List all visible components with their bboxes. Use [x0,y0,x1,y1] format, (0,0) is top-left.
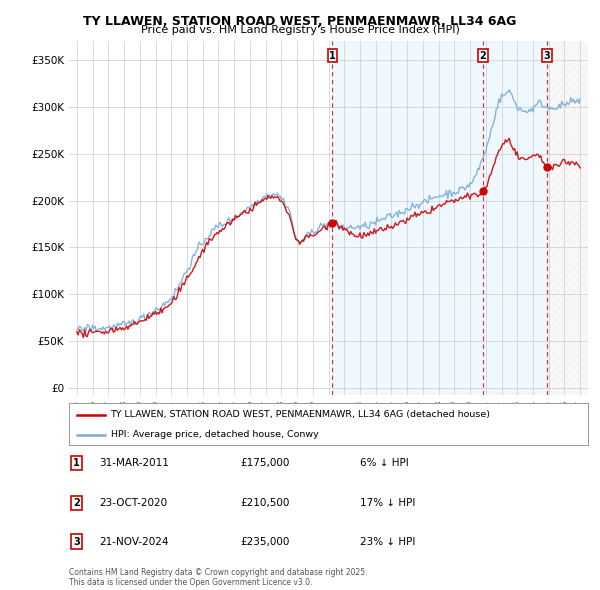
Text: 1: 1 [329,51,336,61]
Text: 6% ↓ HPI: 6% ↓ HPI [360,458,409,468]
Text: £175,000: £175,000 [240,458,289,468]
Text: £235,000: £235,000 [240,537,289,546]
Text: 3: 3 [73,537,80,546]
Text: Price paid vs. HM Land Registry's House Price Index (HPI): Price paid vs. HM Land Registry's House … [140,25,460,35]
Text: TY LLAWEN, STATION ROAD WEST, PENMAENMAWR, LL34 6AG: TY LLAWEN, STATION ROAD WEST, PENMAENMAW… [83,15,517,28]
Text: 23-OCT-2020: 23-OCT-2020 [99,498,167,507]
Text: 2: 2 [73,498,80,507]
Text: HPI: Average price, detached house, Conwy: HPI: Average price, detached house, Conw… [110,430,318,440]
Text: 17% ↓ HPI: 17% ↓ HPI [360,498,415,507]
Text: 1: 1 [73,458,80,468]
Text: £210,500: £210,500 [240,498,289,507]
Text: 2: 2 [480,51,487,61]
Text: 23% ↓ HPI: 23% ↓ HPI [360,537,415,546]
Bar [547,41,588,395]
Text: 3: 3 [544,51,550,61]
Text: 21-NOV-2024: 21-NOV-2024 [99,537,169,546]
Text: TY LLAWEN, STATION ROAD WEST, PENMAENMAWR, LL34 6AG (detached house): TY LLAWEN, STATION ROAD WEST, PENMAENMAW… [110,411,491,419]
Text: Contains HM Land Registry data © Crown copyright and database right 2025.
This d: Contains HM Land Registry data © Crown c… [69,568,367,587]
Text: 31-MAR-2011: 31-MAR-2011 [99,458,169,468]
Bar [332,41,547,395]
